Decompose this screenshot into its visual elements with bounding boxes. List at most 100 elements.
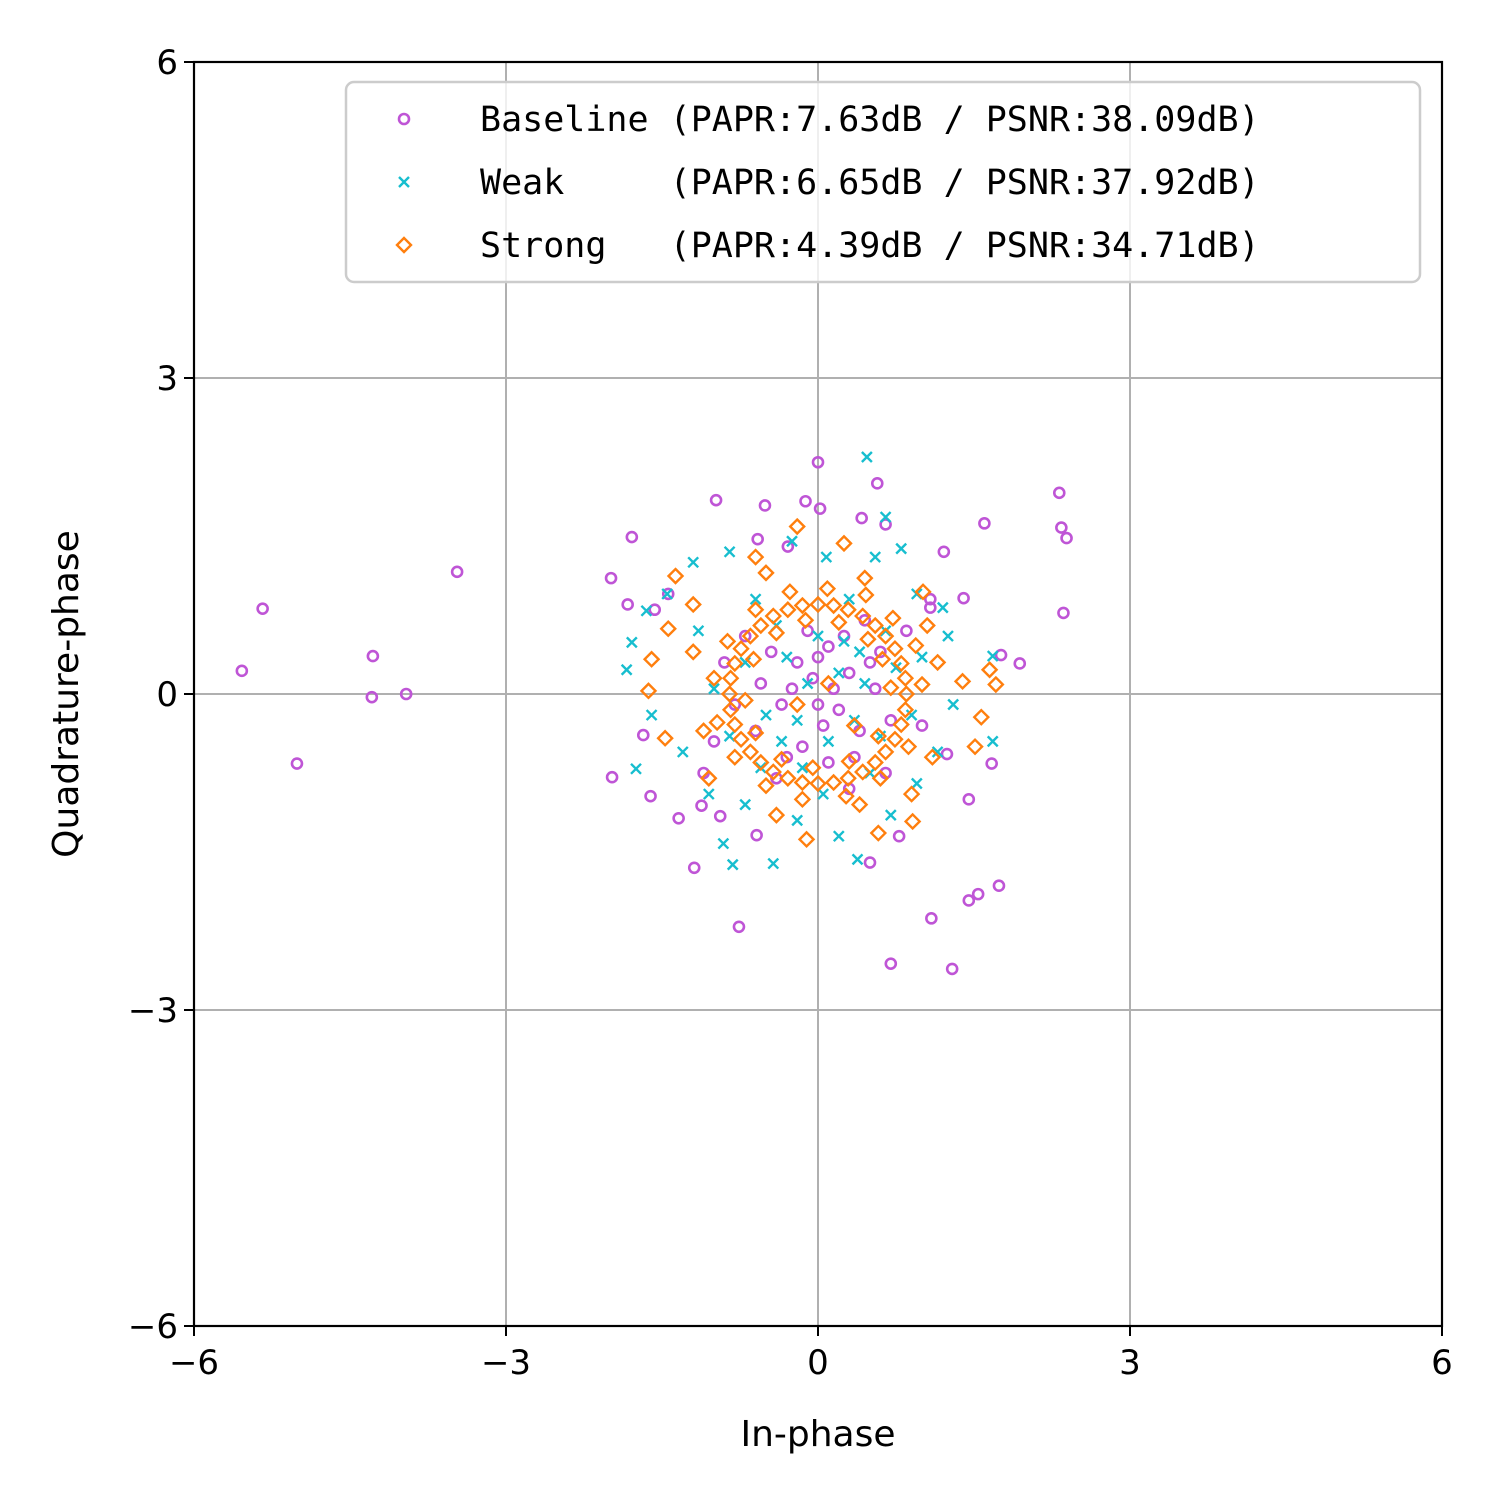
weak-point [832, 830, 845, 843]
strong-point [918, 616, 936, 635]
y-tick-label: 0 [156, 675, 178, 715]
baseline-point [832, 703, 846, 717]
baseline-point [900, 624, 913, 638]
ticks: −6 −3 0 3 6 −6 −3 0 3 6 [128, 43, 1453, 1383]
weak-point [986, 735, 999, 748]
strong-point [718, 632, 737, 651]
strong-point [913, 675, 931, 694]
baseline-point [732, 920, 746, 934]
baseline-point [1060, 531, 1073, 545]
strong-point [788, 695, 806, 714]
baseline-point [713, 809, 727, 823]
baseline-point [992, 879, 1006, 893]
strong-point [966, 737, 984, 756]
strong-point [819, 674, 838, 693]
strong-point [835, 534, 853, 553]
baseline-point [775, 698, 788, 711]
strong-point [857, 586, 875, 604]
strong-point [839, 769, 857, 787]
strong-point [757, 564, 775, 582]
baseline-point [764, 645, 778, 659]
strong-point [896, 701, 915, 719]
baseline-point [957, 591, 970, 605]
weak-point [817, 788, 830, 800]
y-axis-label: Quadrature-phase [46, 530, 87, 858]
baseline-point [842, 666, 856, 680]
strong-point [779, 601, 797, 619]
baseline-point [940, 747, 954, 761]
weak-point [942, 630, 954, 642]
weak-point [890, 661, 902, 674]
strong-point [980, 661, 999, 679]
strong-point [793, 790, 812, 809]
strong-point [656, 729, 674, 747]
baseline-point [1055, 521, 1068, 534]
baseline-point [621, 598, 634, 611]
strong-point [866, 616, 884, 635]
weak-point [775, 735, 788, 748]
baseline-point [978, 517, 991, 530]
strong-point [856, 569, 874, 587]
weak-point [791, 814, 804, 827]
strong-point [859, 630, 877, 648]
baseline-point [971, 887, 985, 901]
weak-point [801, 677, 814, 690]
strong-point [793, 596, 812, 615]
legend-marker-baseline [397, 112, 411, 126]
weak-point [640, 604, 653, 617]
strong-point [886, 730, 904, 748]
strong-point [659, 619, 677, 638]
x-tick-label: −6 [169, 1343, 219, 1383]
series-weak [620, 451, 999, 871]
baseline-point [790, 656, 804, 669]
baseline-point [822, 640, 835, 653]
baseline-point [870, 477, 884, 490]
weak-point [767, 857, 780, 870]
strong-point [639, 682, 658, 700]
y-tick-label: 6 [156, 43, 178, 83]
baseline-point [644, 789, 657, 803]
weak-point [947, 698, 960, 711]
strong-point [903, 812, 922, 831]
weak-point [661, 588, 674, 600]
baseline-point [648, 603, 662, 617]
strong-point [721, 701, 740, 719]
strong-point [837, 787, 855, 805]
strong-point [840, 752, 858, 771]
weak-point [879, 511, 892, 523]
baseline-point [365, 690, 379, 704]
series-strong [639, 517, 1005, 849]
weak-point [754, 761, 767, 774]
x-tick-label: 0 [807, 1343, 829, 1383]
baseline-point [937, 545, 951, 559]
weak-point [796, 761, 809, 774]
strong-point [642, 650, 661, 668]
strong-point [788, 517, 806, 536]
strong-point [869, 824, 888, 842]
weak-point [780, 651, 793, 663]
strong-point [809, 774, 827, 793]
strong-point [839, 601, 857, 619]
x-tick-label: 6 [1431, 1343, 1453, 1383]
strong-point [953, 672, 972, 691]
strong-point [928, 653, 947, 672]
strong-point [892, 715, 910, 734]
baseline-point [672, 811, 685, 825]
baseline-point [796, 740, 809, 753]
baseline-point [750, 828, 763, 842]
strong-point [744, 650, 763, 668]
weak-point [692, 624, 705, 637]
baseline-point [816, 719, 830, 732]
baseline-point [915, 719, 929, 732]
strong-point [764, 607, 782, 625]
weak-point [822, 735, 835, 748]
strong-point [732, 640, 750, 658]
weak-point [910, 777, 923, 790]
weak-point [895, 542, 908, 555]
baseline-point [874, 645, 887, 659]
baseline-point [785, 682, 799, 696]
baseline-point [994, 648, 1008, 662]
strong-point [726, 748, 744, 766]
baseline-point [738, 629, 752, 643]
